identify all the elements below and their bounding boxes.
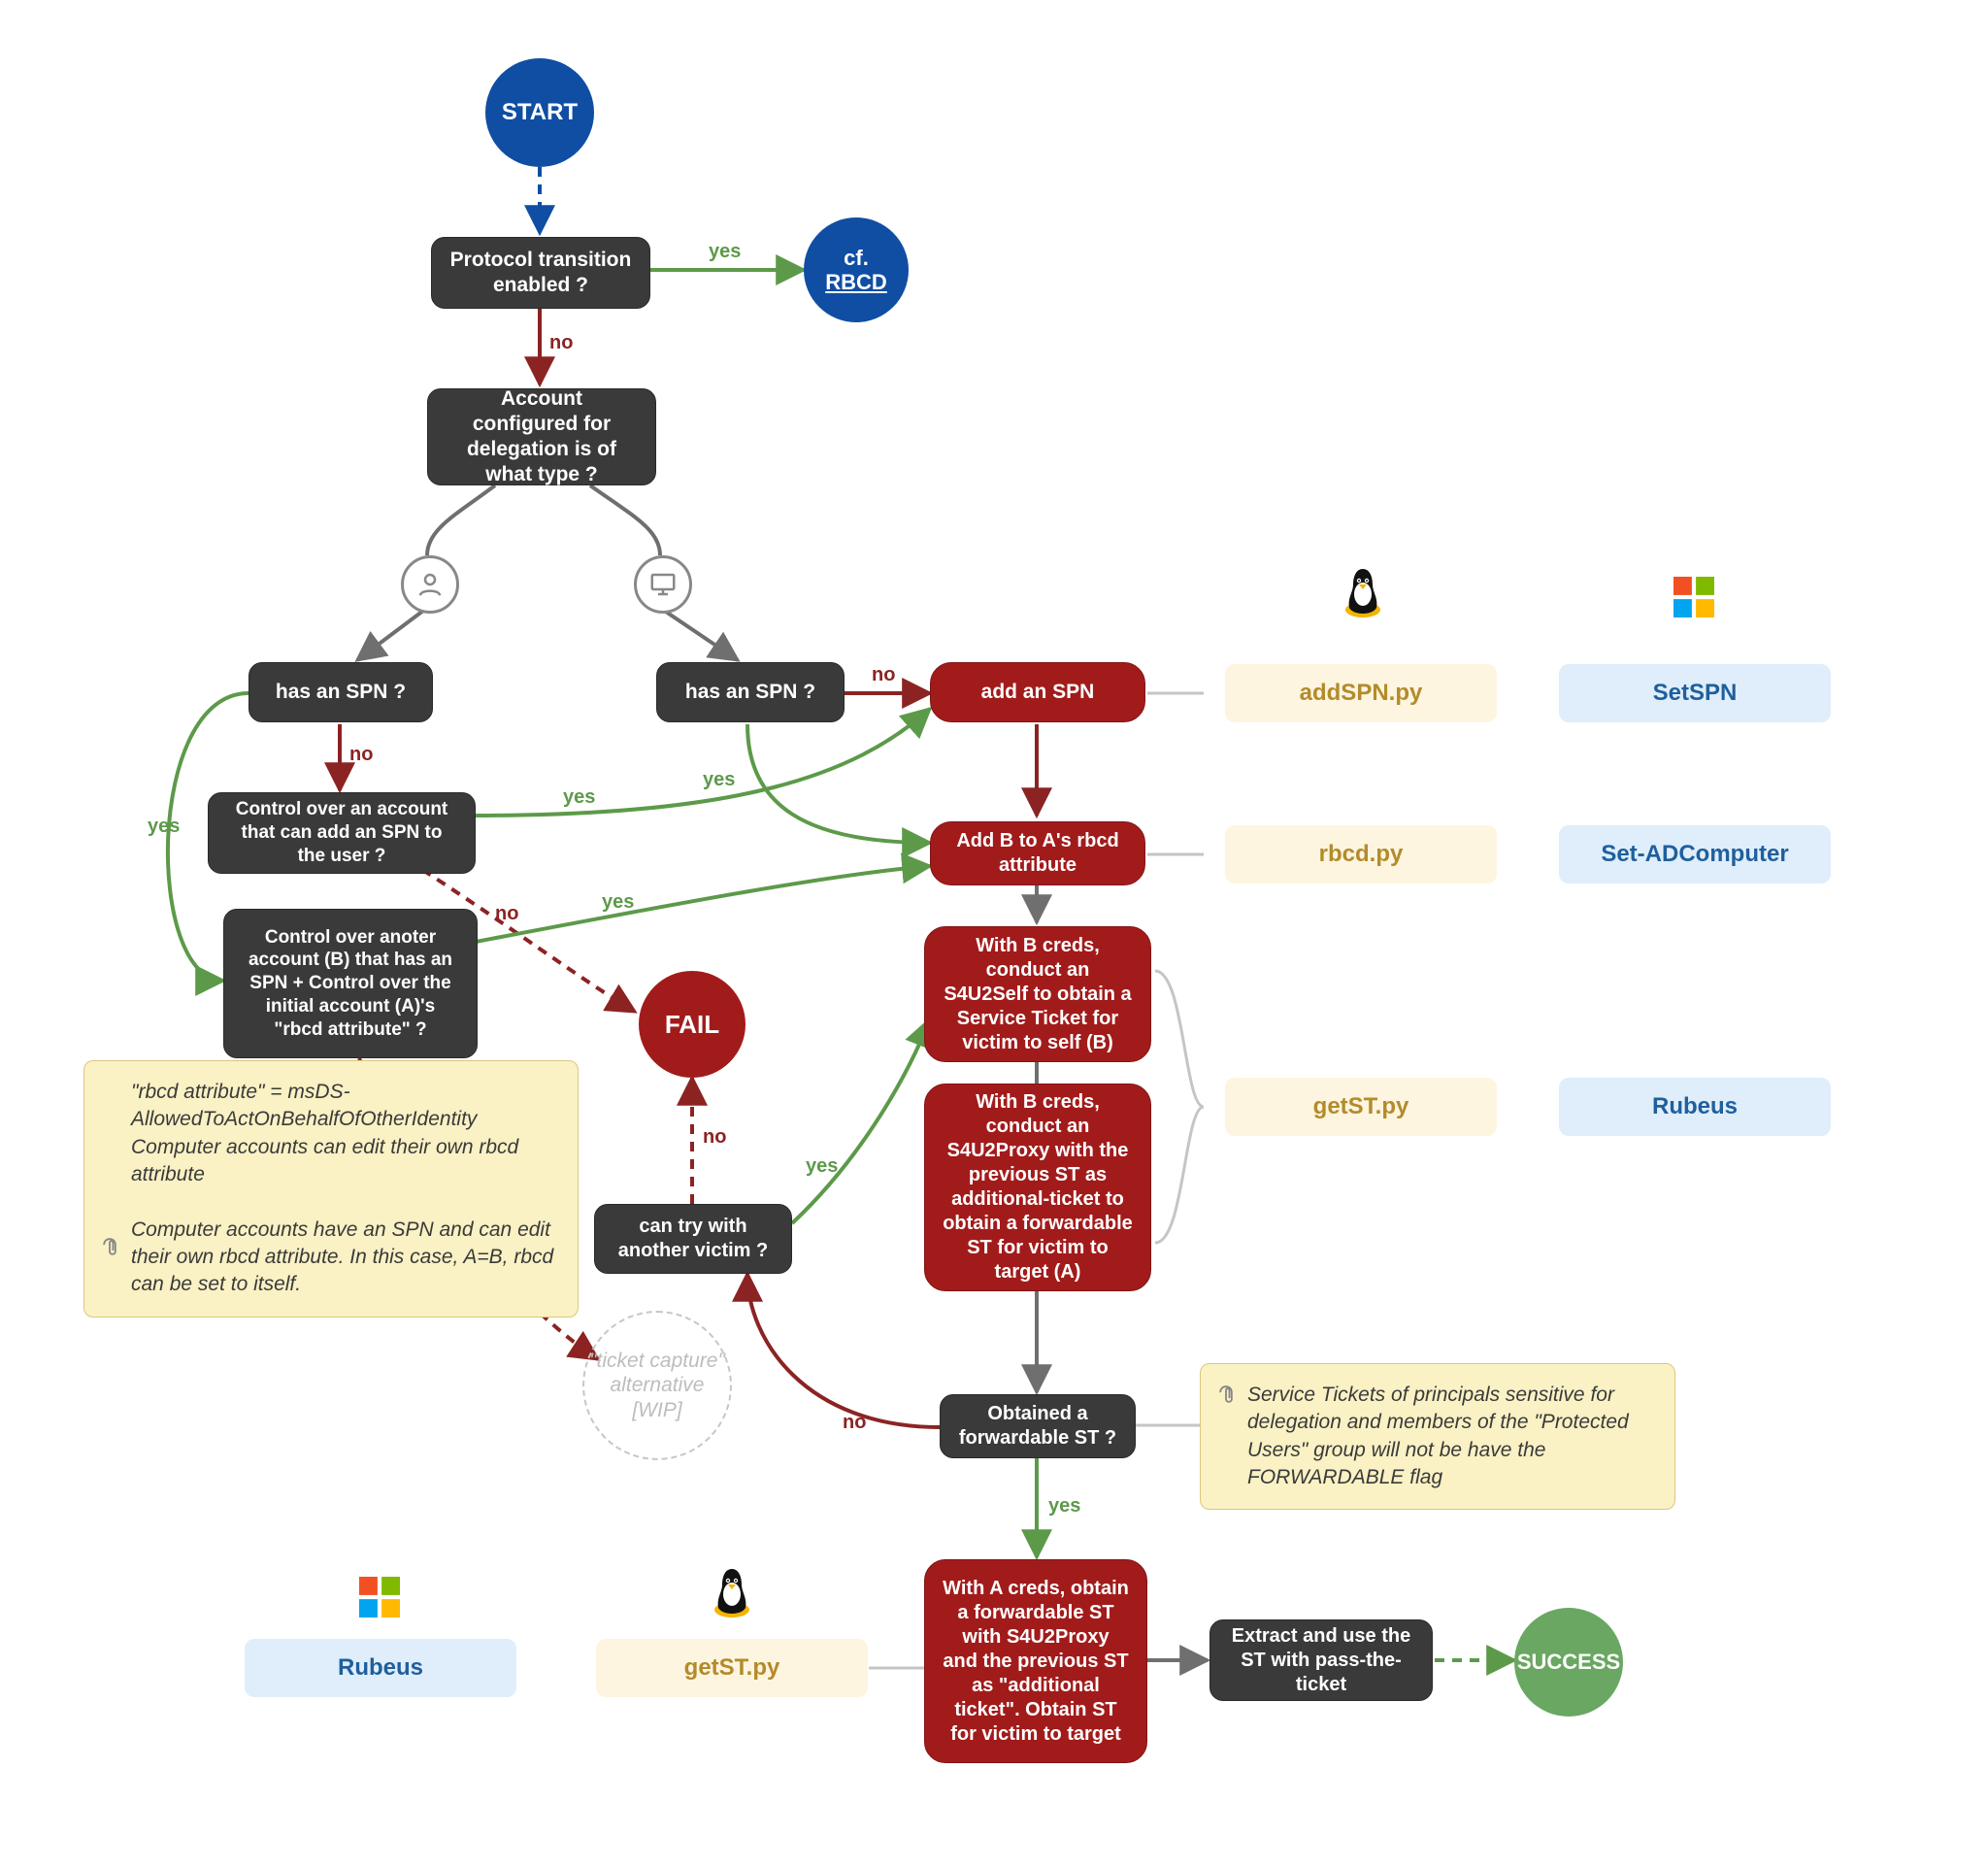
action-s4u2self: With B creds, conduct an S4U2Self to obt… (924, 926, 1151, 1062)
add-spn-text: add an SPN (981, 680, 1095, 705)
rbcd-line2: RBCD (825, 270, 887, 294)
action-s4u2proxy: With B creds, conduct an S4U2Proxy with … (924, 1084, 1151, 1291)
rbcd-line1: cf. (844, 246, 869, 270)
tool-addspn-linux: addSPN.py (1225, 664, 1497, 722)
tool-getst-linux-label: getST.py (1313, 1092, 1409, 1121)
edge-user-spn-no: no (349, 744, 373, 766)
fwd-st-text: Obtained a forwardable ST ? (958, 1402, 1117, 1451)
decision-account-type: Account configured for delegation is of … (427, 388, 656, 485)
decision-forwardable-st: Obtained a forwardable ST ? (940, 1394, 1136, 1458)
edge-fwd-no: no (843, 1412, 866, 1434)
decision-protocol-transition: Protocol transition enabled ? (431, 237, 650, 309)
tool-bottom-win: Rubeus (245, 1639, 516, 1697)
tool-addspn-linux-label: addSPN.py (1300, 679, 1423, 708)
user-has-spn-text: has an SPN ? (276, 680, 406, 705)
tool-getst-win: Rubeus (1559, 1078, 1831, 1136)
another-victim-text: can try with another victim ? (613, 1215, 774, 1263)
computer-icon (634, 555, 692, 614)
start-label: START (502, 98, 578, 127)
tool-bottom-linux-label: getST.py (684, 1653, 780, 1683)
edge-protocol-no: no (549, 332, 573, 354)
action-add-b-rbcd: Add B to A's rbcd attribute (930, 821, 1145, 885)
decision-another-victim: can try with another victim ? (594, 1204, 792, 1274)
action-add-spn: add an SPN (930, 662, 1145, 722)
tool-rbcd-win: Set-ADComputer (1559, 825, 1831, 884)
action-a-creds-s4u2proxy: With A creds, obtain a forwardable ST wi… (924, 1559, 1147, 1763)
decision-user-has-spn: has an SPN ? (248, 662, 433, 722)
add-b-rbcd-text: Add B to A's rbcd attribute (948, 829, 1127, 878)
note-rbcd-text: "rbcd attribute" = msDS-AllowedToActOnBe… (131, 1081, 553, 1295)
edge-ctrl-b-yes: yes (602, 891, 634, 914)
edge-fwd-yes: yes (1048, 1495, 1080, 1518)
tool-addspn-win-label: SetSPN (1653, 679, 1738, 708)
s4u2self-text: With B creds, conduct an S4U2Self to obt… (943, 934, 1133, 1055)
fail-node: FAIL (639, 971, 746, 1078)
extract-text: Extract and use the ST with pass-the-tic… (1228, 1624, 1414, 1697)
note-fwd-text: Service Tickets of principals sensitive … (1247, 1384, 1629, 1488)
note-rbcd-attribute: "rbcd attribute" = msDS-AllowedToActOnBe… (83, 1060, 579, 1318)
windows-icon-bottom (359, 1577, 400, 1622)
start-node: START (485, 58, 594, 167)
edge-ctrl-addspn-yes: yes (563, 786, 595, 809)
s4u2proxy-text: With B creds, conduct an S4U2Proxy with … (943, 1090, 1133, 1284)
tool-rbcd-linux-label: rbcd.py (1319, 840, 1404, 869)
decision-account-type-text: Account configured for delegation is of … (446, 386, 638, 488)
wip-ticket-capture: "ticket capture" alternative [WIP] (582, 1311, 732, 1460)
decision-control-add-spn: Control over an account that can add an … (208, 792, 476, 874)
edge-another-yes: yes (806, 1155, 838, 1178)
decision-protocol-text: Protocol transition enabled ? (449, 248, 632, 299)
wip-text: "ticket capture" alternative [WIP] (584, 1349, 730, 1422)
linux-icon-bottom (709, 1565, 755, 1624)
tool-rbcd-win-label: Set-ADComputer (1601, 840, 1788, 869)
success-node: SUCCESS (1514, 1608, 1623, 1717)
control-b-text: Control over anoter account (B) that has… (242, 926, 459, 1042)
control-add-spn-text: Control over an account that can add an … (226, 798, 457, 867)
a-creds-text: With A creds, obtain a forwardable ST wi… (943, 1577, 1129, 1747)
edge-protocol-yes: yes (709, 241, 741, 263)
edge-comp-spn-yes: yes (703, 769, 735, 791)
edge-user-spn-yes: yes (148, 816, 180, 838)
note-forwardable-flag: Service Tickets of principals sensitive … (1200, 1363, 1675, 1510)
tool-bottom-win-label: Rubeus (338, 1653, 423, 1683)
action-extract-ptt: Extract and use the ST with pass-the-tic… (1209, 1619, 1433, 1701)
tool-getst-win-label: Rubeus (1652, 1092, 1738, 1121)
decision-control-account-b: Control over anoter account (B) that has… (223, 909, 478, 1058)
windows-icon (1673, 577, 1714, 622)
edge-comp-spn-no: no (872, 664, 895, 686)
rbcd-ref-node: cf. RBCD (804, 217, 909, 322)
tool-addspn-win: SetSPN (1559, 664, 1831, 722)
edge-ctrl-addspn-no: no (495, 903, 518, 925)
edge-another-no: no (703, 1126, 726, 1149)
comp-has-spn-text: has an SPN ? (685, 680, 815, 705)
success-label: SUCCESS (1517, 1649, 1620, 1676)
tool-bottom-linux: getST.py (596, 1639, 868, 1697)
tool-rbcd-linux: rbcd.py (1225, 825, 1497, 884)
tool-getst-linux: getST.py (1225, 1078, 1497, 1136)
user-icon (401, 555, 459, 614)
fail-label: FAIL (665, 1009, 719, 1041)
linux-icon (1340, 565, 1386, 624)
decision-comp-has-spn: has an SPN ? (656, 662, 845, 722)
